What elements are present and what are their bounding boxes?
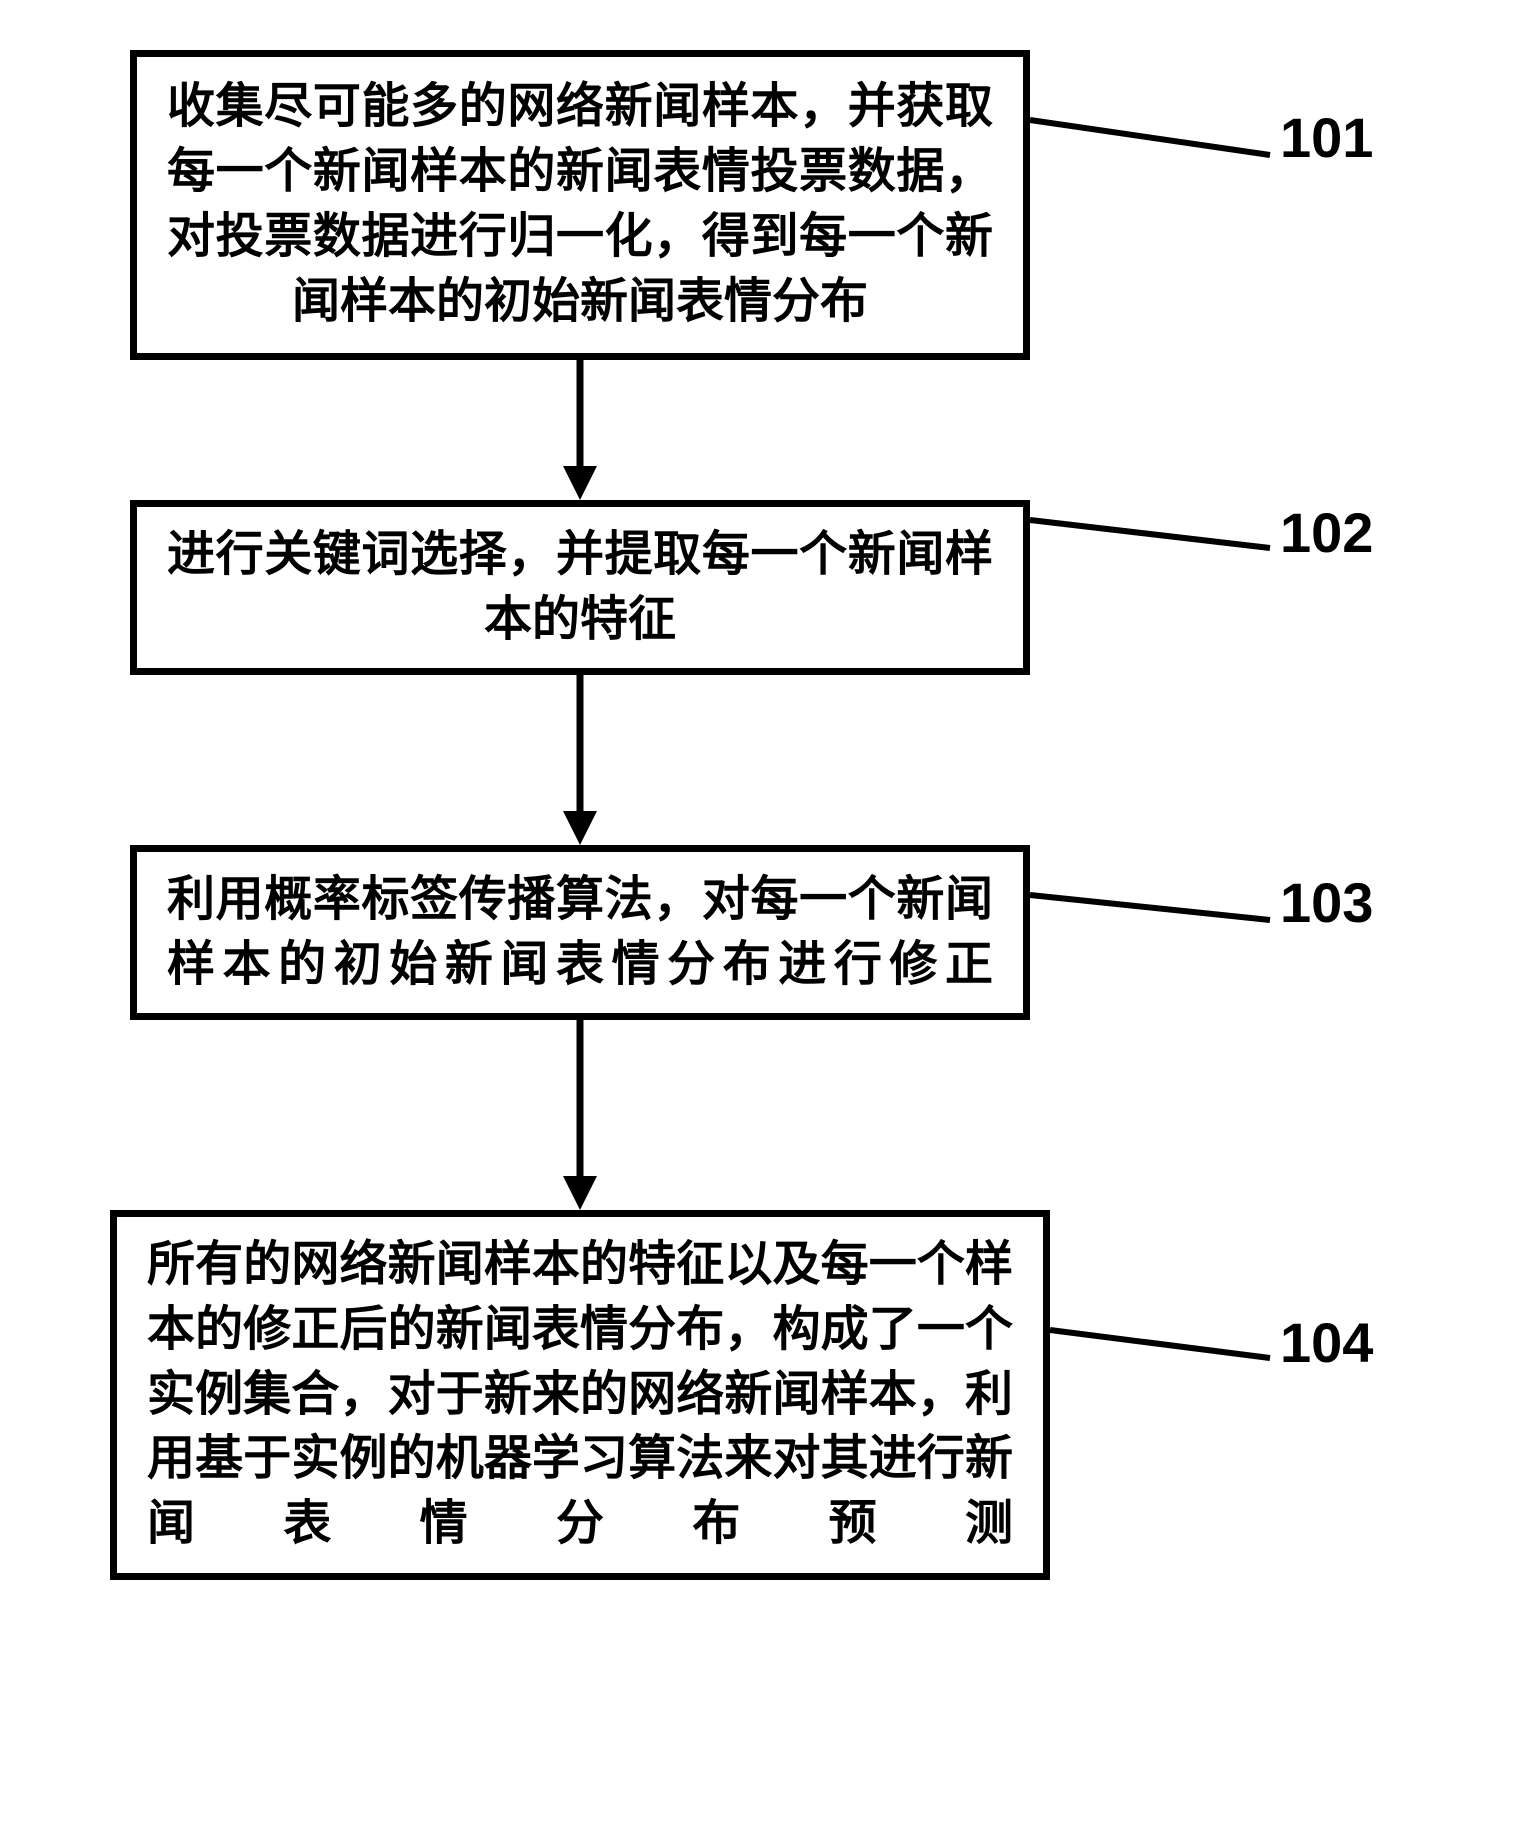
flowchart-canvas: 收集尽可能多的网络新闻样本，并获取每一个新闻样本的新闻表情投票数据，对投票数据进…	[0, 0, 1526, 1824]
flow-node-n2: 进行关键词选择，并提取每一个新闻样本的特征	[130, 500, 1030, 675]
flow-node-text: 进行关键词选择，并提取每一个新闻样本的特征	[167, 523, 993, 653]
flow-node-text: 所有的网络新闻样本的特征以及每一个样本的修正后的新闻表情分布，构成了一个实例集合…	[147, 1233, 1013, 1557]
flow-node-text: 收集尽可能多的网络新闻样本，并获取每一个新闻样本的新闻表情投票数据，对投票数据进…	[167, 75, 993, 334]
flow-node-label: 101	[1280, 105, 1373, 170]
leader-line	[1050, 1330, 1270, 1358]
flow-node-text: 利用概率标签传播算法，对每一个新闻样本的初始新闻表情分布进行修正	[167, 868, 993, 998]
leader-line	[1030, 520, 1270, 548]
arrow-head-icon	[563, 466, 597, 500]
flow-node-label: 103	[1280, 870, 1373, 935]
leader-line	[1030, 895, 1270, 920]
arrow-head-icon	[563, 1176, 597, 1210]
leader-line	[1030, 120, 1270, 155]
arrow-head-icon	[563, 811, 597, 845]
flow-node-n1: 收集尽可能多的网络新闻样本，并获取每一个新闻样本的新闻表情投票数据，对投票数据进…	[130, 50, 1030, 360]
flow-node-label: 102	[1280, 500, 1373, 565]
flow-node-label: 104	[1280, 1310, 1373, 1375]
flow-node-n4: 所有的网络新闻样本的特征以及每一个样本的修正后的新闻表情分布，构成了一个实例集合…	[110, 1210, 1050, 1580]
flow-node-n3: 利用概率标签传播算法，对每一个新闻样本的初始新闻表情分布进行修正	[130, 845, 1030, 1020]
